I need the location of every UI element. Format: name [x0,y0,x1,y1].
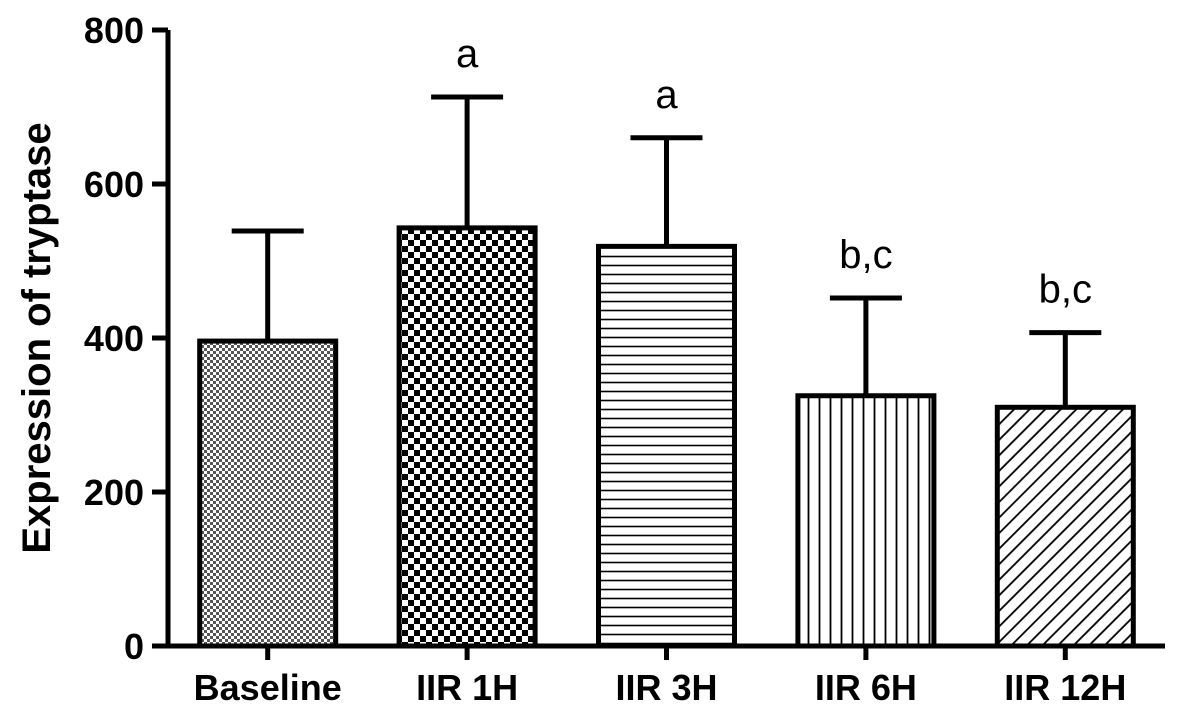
significance-label: a [456,32,479,76]
bar [396,225,538,649]
x-tick-label: IIR 6H [815,667,917,708]
bar [197,338,339,649]
significance-label: b,c [839,233,892,277]
y-tick-label: 600 [84,164,144,205]
x-axis: Baseline IIR 1H IIR 3H IIR 6H IIR 12H [166,643,1165,708]
y-tick-label: 0 [124,626,144,667]
bar [795,393,937,649]
y-tick-label: 800 [84,10,144,51]
x-tick-label: IIR 12H [1004,667,1126,708]
x-tick-label: IIR 3H [615,667,717,708]
y-tick-label: 400 [84,318,144,359]
bars: a a b,c b,c [197,32,1136,649]
significance-label: a [655,73,678,117]
bar [596,243,737,649]
bar [994,404,1136,649]
significance-label: b,c [1039,268,1092,312]
y-tick-label: 200 [84,472,144,513]
y-axis: 0 200 400 600 800 [84,10,171,667]
y-axis-label: Expression of tryptase [15,122,59,553]
x-tick-label: IIR 1H [416,667,518,708]
x-tick-label: Baseline [194,667,342,708]
